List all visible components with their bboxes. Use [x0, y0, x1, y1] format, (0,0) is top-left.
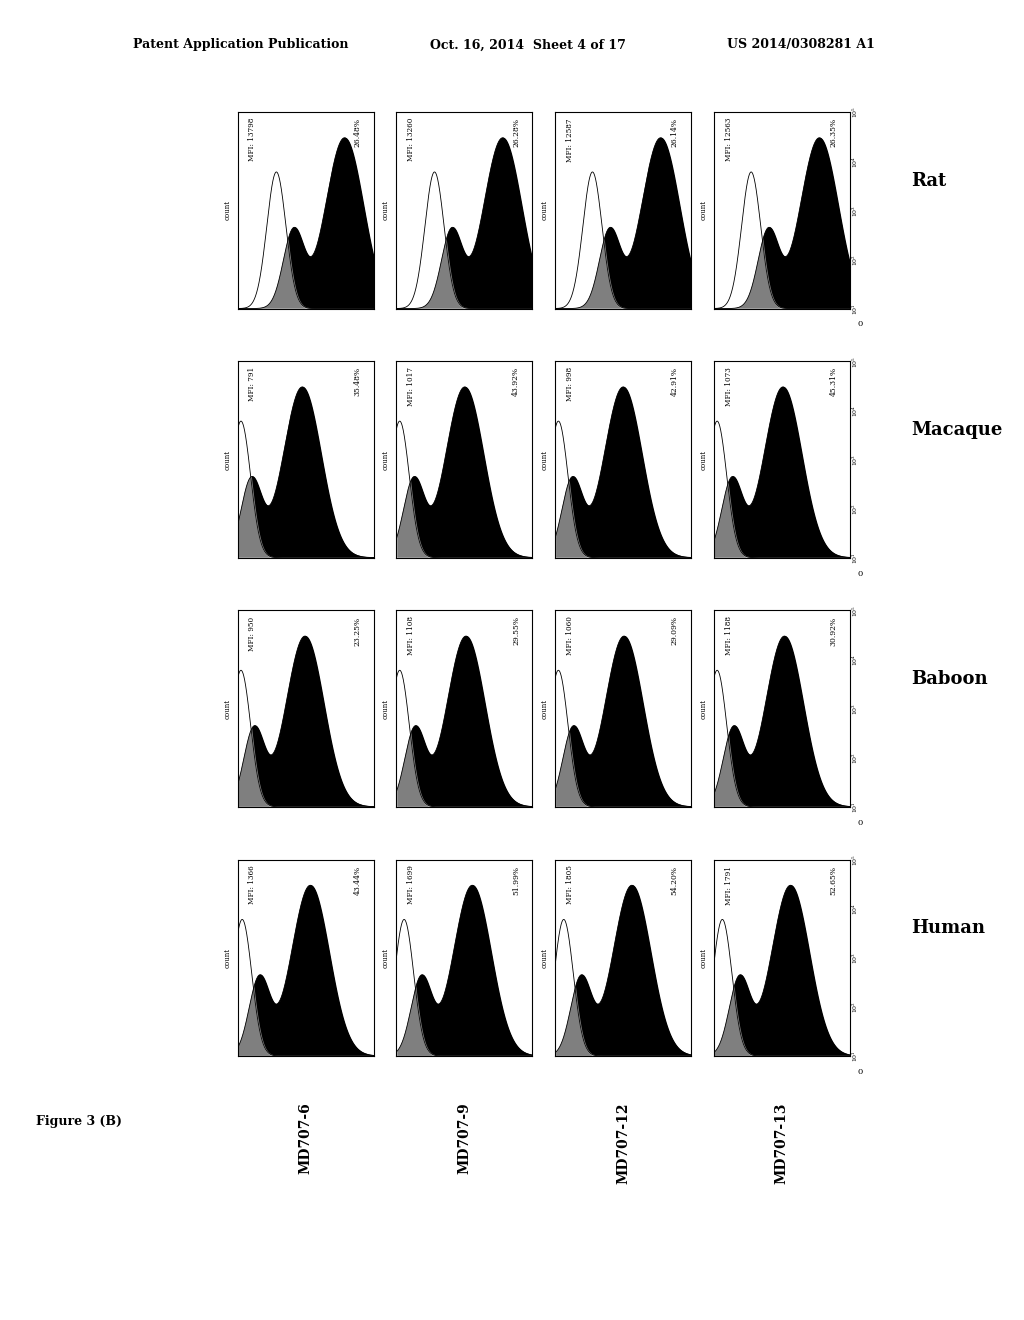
Text: count: count [223, 698, 231, 718]
Text: 10⁴: 10⁴ [852, 655, 857, 665]
Text: count: count [541, 948, 549, 968]
Text: 10²: 10² [852, 503, 857, 513]
Text: 29.09%: 29.09% [671, 616, 679, 645]
Text: 26.28%: 26.28% [512, 117, 520, 147]
Text: count: count [382, 201, 390, 220]
Text: Rat: Rat [911, 172, 946, 190]
Text: MD707-6: MD707-6 [299, 1102, 312, 1173]
Text: 10⁴: 10⁴ [852, 903, 857, 913]
Text: 10⁵: 10⁵ [852, 854, 857, 865]
Text: 0: 0 [857, 1068, 863, 1076]
Text: MFI: 1805: MFI: 1805 [566, 866, 573, 904]
Text: 26.14%: 26.14% [671, 117, 679, 147]
Text: count: count [699, 201, 708, 220]
Text: count: count [382, 698, 390, 718]
Text: count: count [541, 450, 549, 470]
Text: Patent Application Publication: Patent Application Publication [133, 38, 348, 51]
Text: MD707-9: MD707-9 [458, 1102, 471, 1173]
Text: 0: 0 [857, 321, 863, 329]
Text: MFI: 1791: MFI: 1791 [725, 866, 732, 904]
Text: 26.48%: 26.48% [353, 117, 361, 147]
Text: MFI: 1188: MFI: 1188 [725, 616, 732, 656]
Text: MFI: 791: MFI: 791 [249, 367, 256, 401]
Text: count: count [223, 201, 231, 220]
Text: 10⁵: 10⁵ [852, 606, 857, 615]
Text: 10²: 10² [852, 1002, 857, 1012]
Text: MFI: 13260: MFI: 13260 [408, 117, 415, 161]
Text: 10¹: 10¹ [852, 553, 857, 562]
Text: Human: Human [911, 919, 985, 937]
Text: 10²: 10² [852, 752, 857, 763]
Text: MFI: 1017: MFI: 1017 [408, 367, 415, 407]
Text: Figure 3 (B): Figure 3 (B) [36, 1115, 122, 1129]
Text: 0: 0 [857, 569, 863, 578]
Text: Oct. 16, 2014  Sheet 4 of 17: Oct. 16, 2014 Sheet 4 of 17 [430, 38, 626, 51]
Text: Baboon: Baboon [911, 671, 988, 688]
Text: MFI: 1366: MFI: 1366 [249, 866, 256, 904]
Text: 43.92%: 43.92% [512, 367, 520, 396]
Text: count: count [541, 201, 549, 220]
Text: MFI: 12563: MFI: 12563 [725, 117, 732, 161]
Text: 29.55%: 29.55% [512, 616, 520, 645]
Text: 52.65%: 52.65% [829, 866, 838, 895]
Text: 10³: 10³ [852, 953, 857, 964]
Text: MFI: 950: MFI: 950 [249, 616, 256, 651]
Text: 10³: 10³ [852, 205, 857, 215]
Text: Macaque: Macaque [911, 421, 1002, 440]
Text: count: count [223, 450, 231, 470]
Text: 30.92%: 30.92% [829, 616, 838, 645]
Text: count: count [699, 948, 708, 968]
Text: 43.44%: 43.44% [353, 866, 361, 895]
Text: 10²: 10² [852, 255, 857, 265]
Text: 45.31%: 45.31% [829, 367, 838, 396]
Text: count: count [699, 698, 708, 718]
Text: 54.20%: 54.20% [671, 866, 679, 895]
Text: 51.99%: 51.99% [512, 866, 520, 895]
Text: 26.35%: 26.35% [829, 117, 838, 148]
Text: count: count [541, 698, 549, 718]
Text: 10⁵: 10⁵ [852, 356, 857, 367]
Text: MFI: 1060: MFI: 1060 [566, 616, 573, 655]
Text: MFI: 1699: MFI: 1699 [408, 866, 415, 904]
Text: MFI: 13798: MFI: 13798 [249, 117, 256, 161]
Text: 10¹: 10¹ [852, 1051, 857, 1061]
Text: US 2014/0308281 A1: US 2014/0308281 A1 [727, 38, 874, 51]
Text: 10⁵: 10⁵ [852, 107, 857, 117]
Text: MFI: 998: MFI: 998 [566, 367, 573, 401]
Text: 10³: 10³ [852, 454, 857, 465]
Text: MFI: 12587: MFI: 12587 [566, 117, 573, 161]
Text: MFI: 1108: MFI: 1108 [408, 616, 415, 656]
Text: 42.91%: 42.91% [671, 367, 679, 396]
Text: 10¹: 10¹ [852, 801, 857, 812]
Text: 23.25%: 23.25% [353, 616, 361, 645]
Text: MFI: 1073: MFI: 1073 [725, 367, 732, 407]
Text: 0: 0 [857, 818, 863, 826]
Text: 10³: 10³ [852, 704, 857, 714]
Text: MD707-13: MD707-13 [775, 1102, 788, 1184]
Text: 10⁴: 10⁴ [852, 405, 857, 416]
Text: MD707-12: MD707-12 [616, 1102, 630, 1184]
Text: 35.48%: 35.48% [353, 367, 361, 396]
Text: count: count [223, 948, 231, 968]
Text: count: count [382, 450, 390, 470]
Text: count: count [382, 948, 390, 968]
Text: count: count [699, 450, 708, 470]
Text: 10⁴: 10⁴ [852, 156, 857, 166]
Text: 10¹: 10¹ [852, 304, 857, 314]
